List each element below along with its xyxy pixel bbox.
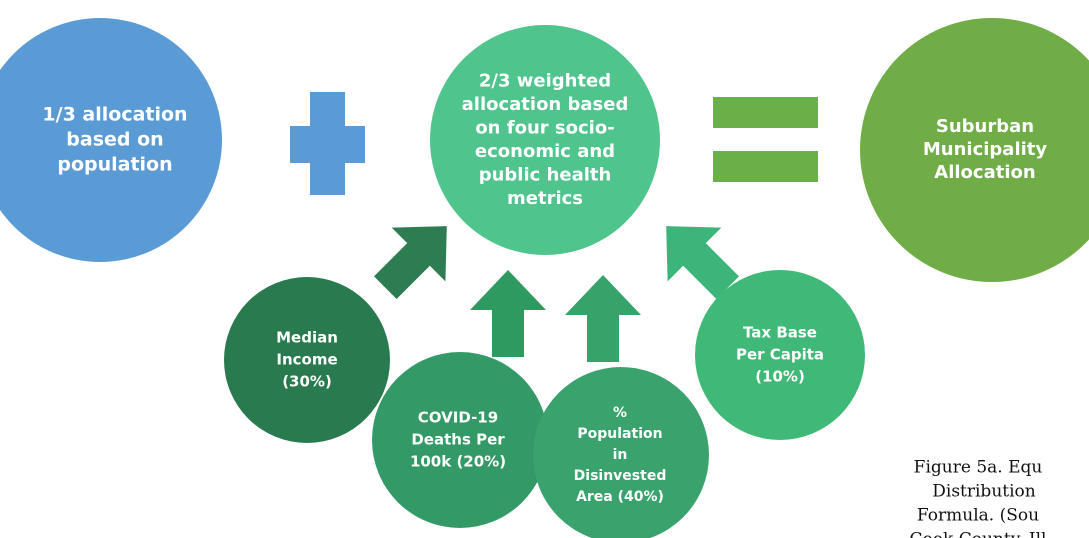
arrow: [373, 226, 447, 300]
node-label: on four socio-: [475, 117, 614, 138]
node-circle: [533, 367, 709, 538]
arrow: [666, 226, 740, 300]
caption-line: Distribution: [932, 482, 1036, 502]
node-label: allocation based: [462, 94, 629, 115]
node-label: Suburban: [936, 116, 1034, 137]
node-label: Municipality: [923, 139, 1048, 160]
node-label: population: [57, 154, 172, 176]
caption-line: Figure 5a. Equ: [914, 458, 1043, 478]
node-circle: [695, 270, 865, 440]
arrow: [470, 270, 546, 357]
node-label: (10%): [755, 368, 805, 386]
node-label: Median: [276, 329, 338, 347]
node-label: (30%): [282, 373, 332, 391]
node-label: 1/3 allocation: [42, 104, 187, 126]
node-label: Disinvested: [574, 468, 667, 484]
node-label: in: [613, 447, 628, 463]
plus-sign: [290, 126, 365, 163]
node: 1/3 allocation based on population: [0, 18, 222, 262]
node-circle: [430, 25, 660, 255]
equals-sign: [713, 151, 818, 182]
node-label: 2/3 weighted: [479, 70, 611, 91]
node: COVID-19 Deaths Per 100k (20%): [372, 352, 548, 528]
node-label: Tax Base: [743, 324, 817, 342]
caption-line: Cook County, Ill: [910, 530, 1047, 538]
node-label: 100k (20%): [410, 453, 506, 471]
node-label: metrics: [507, 188, 583, 209]
node-label: economic and: [475, 141, 615, 162]
node-label: Area (40%): [576, 489, 664, 505]
node-circle: [860, 18, 1089, 282]
node-label: Income: [276, 351, 337, 369]
caption-line: Formula. (Sou: [917, 506, 1039, 526]
node-label: Per Capita: [736, 346, 824, 364]
node-label: Deaths Per: [411, 431, 505, 449]
node: Tax Base Per Capita (10%): [695, 270, 865, 440]
node-label: based on: [66, 129, 163, 151]
node: Median Income (30%): [224, 277, 390, 443]
node-label: Allocation: [934, 162, 1035, 183]
node-circle: [224, 277, 390, 443]
node-label: public health: [479, 164, 612, 185]
arrow: [565, 275, 641, 362]
node-circle: [372, 352, 548, 528]
node: % Population in Disinvested Area (40%): [533, 367, 709, 538]
equals-sign: [713, 97, 818, 128]
node-label: Population: [577, 426, 662, 442]
node-label: %: [613, 405, 627, 421]
node-label: COVID-19: [418, 409, 498, 427]
node-circle: [0, 18, 222, 262]
